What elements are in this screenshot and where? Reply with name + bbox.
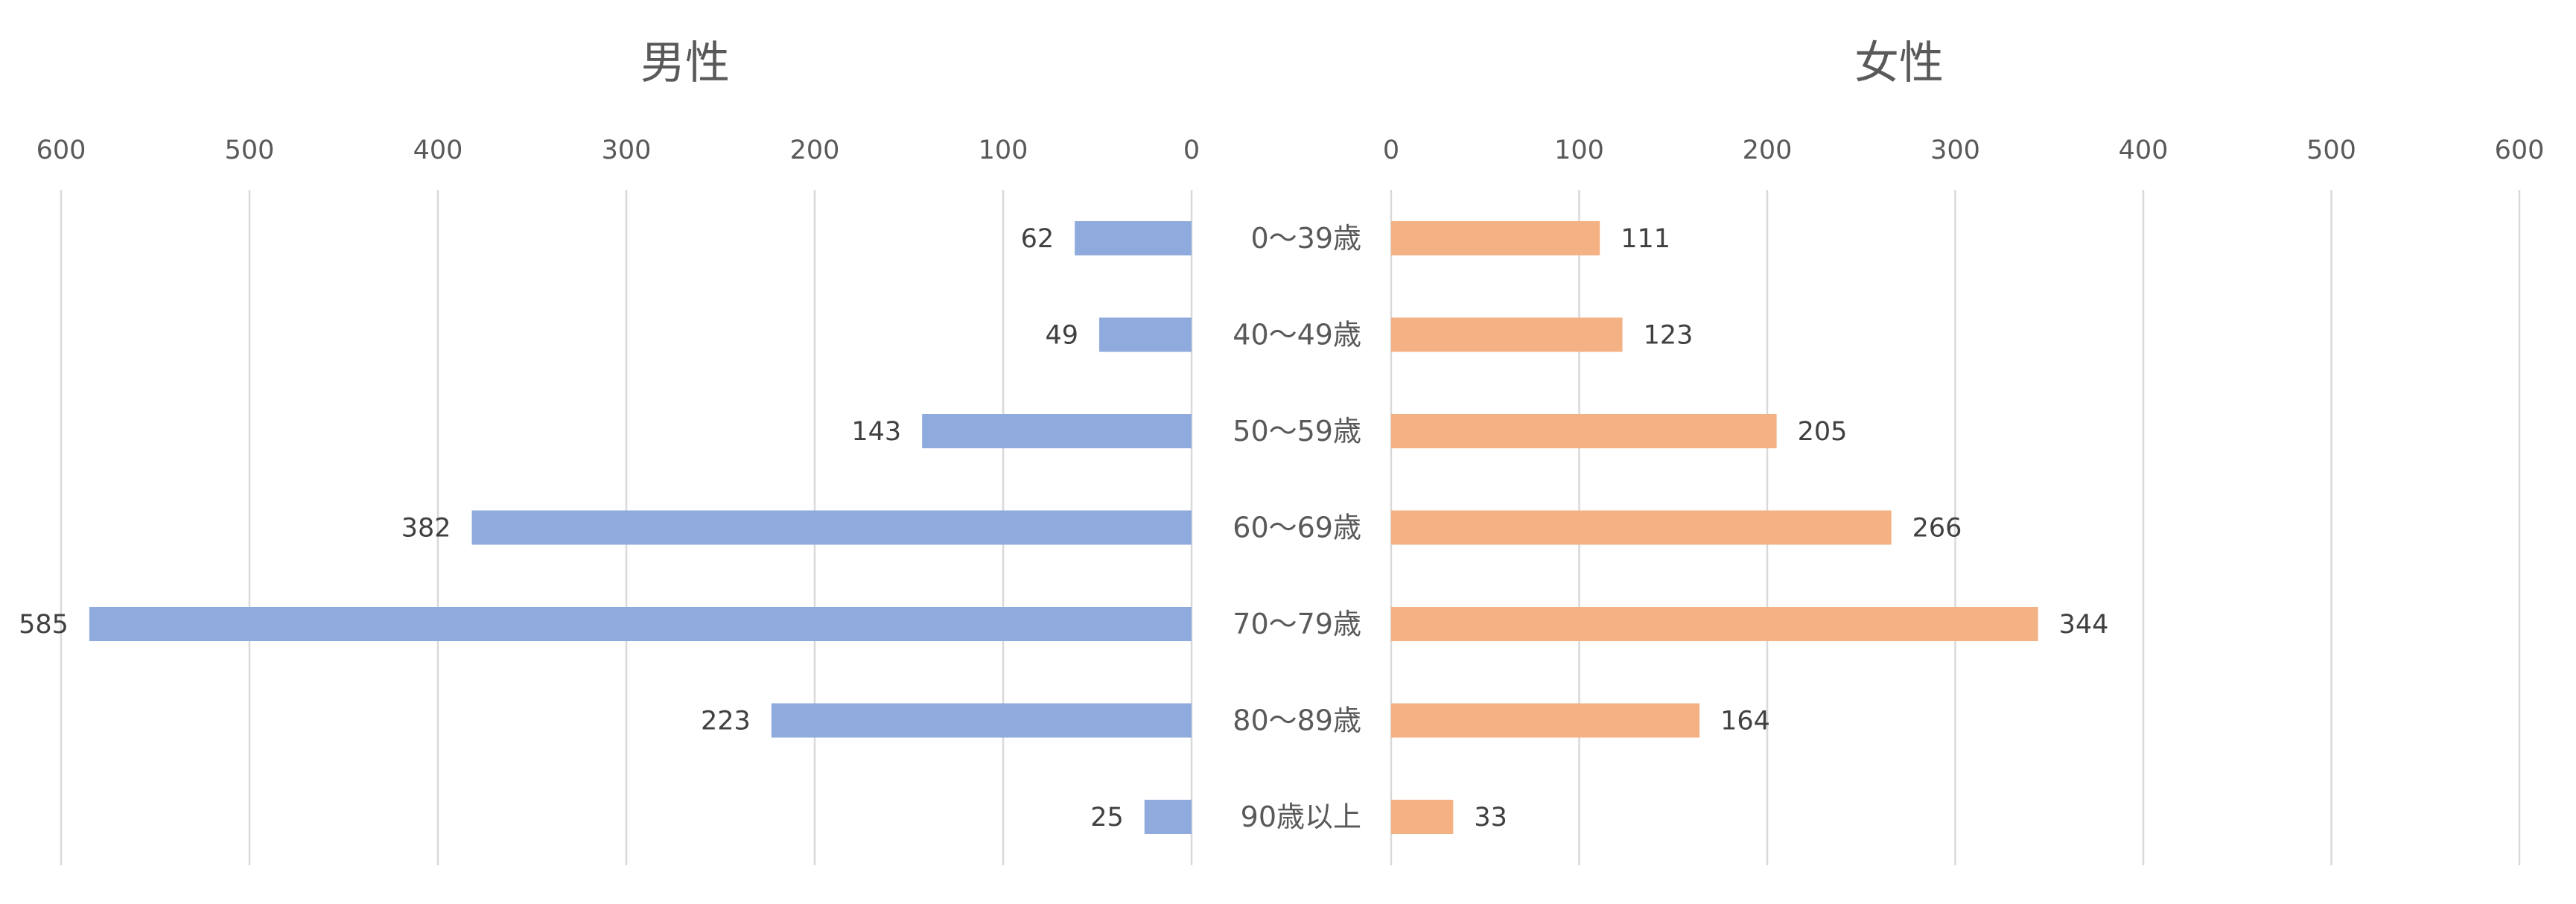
- bars: [89, 221, 2038, 834]
- male-tick-label: 0: [1183, 136, 1200, 165]
- female-bar: [1391, 607, 2038, 641]
- category-label: 40〜49歳: [1233, 319, 1361, 351]
- male-data-label: 382: [401, 514, 451, 544]
- male-tick-label: 600: [36, 136, 86, 165]
- male-bar: [89, 607, 1192, 641]
- female-data-label: 33: [1474, 803, 1507, 833]
- female-tick-label: 600: [2495, 136, 2545, 165]
- female-bar: [1391, 703, 1700, 738]
- male-data-label: 143: [851, 417, 901, 447]
- male-bar: [1099, 317, 1192, 352]
- male-tick-label: 500: [225, 136, 275, 165]
- female-bar: [1391, 317, 1623, 352]
- female-data-label: 111: [1621, 224, 1670, 254]
- male-tick-label: 100: [979, 136, 1028, 165]
- male-data-label: 62: [1021, 224, 1055, 254]
- category-label: 60〜69歳: [1233, 512, 1361, 544]
- male-tick-label: 400: [413, 136, 463, 165]
- female-tick-label: 500: [2306, 136, 2356, 165]
- labels: 62 111 0〜39歳 49 123 40〜49歳 143 205 50〜59歳 382 266 6…: [19, 222, 2108, 833]
- male-bar: [1075, 221, 1192, 255]
- female-data-label: 205: [1798, 417, 1848, 447]
- male-data-label: 223: [701, 707, 751, 736]
- female-data-label: 123: [1644, 321, 1694, 351]
- female-tick-label: 200: [1743, 136, 1793, 165]
- male-bar: [922, 414, 1192, 448]
- female-bar: [1391, 414, 1777, 448]
- category-label: 50〜59歳: [1233, 415, 1361, 448]
- female-tick-label: 0: [1383, 136, 1399, 165]
- male-panel-title: 男性: [640, 37, 730, 89]
- female-bar: [1391, 221, 1600, 255]
- male-bar: [771, 703, 1192, 738]
- female-tick-label: 400: [2119, 136, 2169, 165]
- female-tick-label: 300: [1930, 136, 1980, 165]
- category-label: 0〜39歳: [1250, 222, 1361, 255]
- male-tick-label: 200: [790, 136, 840, 165]
- female-data-label: 164: [1720, 707, 1770, 736]
- male-bar: [1144, 800, 1192, 834]
- male-data-label: 25: [1090, 803, 1124, 833]
- category-label: 70〜79歳: [1233, 608, 1361, 640]
- female-data-label: 266: [1912, 514, 1962, 544]
- female-data-label: 344: [2059, 610, 2109, 640]
- male-data-label: 49: [1045, 321, 1078, 351]
- male-data-label: 585: [19, 610, 69, 640]
- male-tick-label: 300: [602, 136, 652, 165]
- female-bar: [1391, 510, 1892, 545]
- female-tick-label: 100: [1554, 136, 1604, 165]
- male-bar: [471, 510, 1192, 545]
- category-label: 90歳以上: [1241, 800, 1361, 833]
- female-bar: [1391, 800, 1454, 834]
- female-panel-title: 女性: [1854, 37, 1944, 89]
- category-label: 80〜89歳: [1233, 704, 1361, 737]
- axis-tick-labels: 600 500 400 300 200 100 0 0 100 200 300 400 500 600: [36, 136, 2545, 165]
